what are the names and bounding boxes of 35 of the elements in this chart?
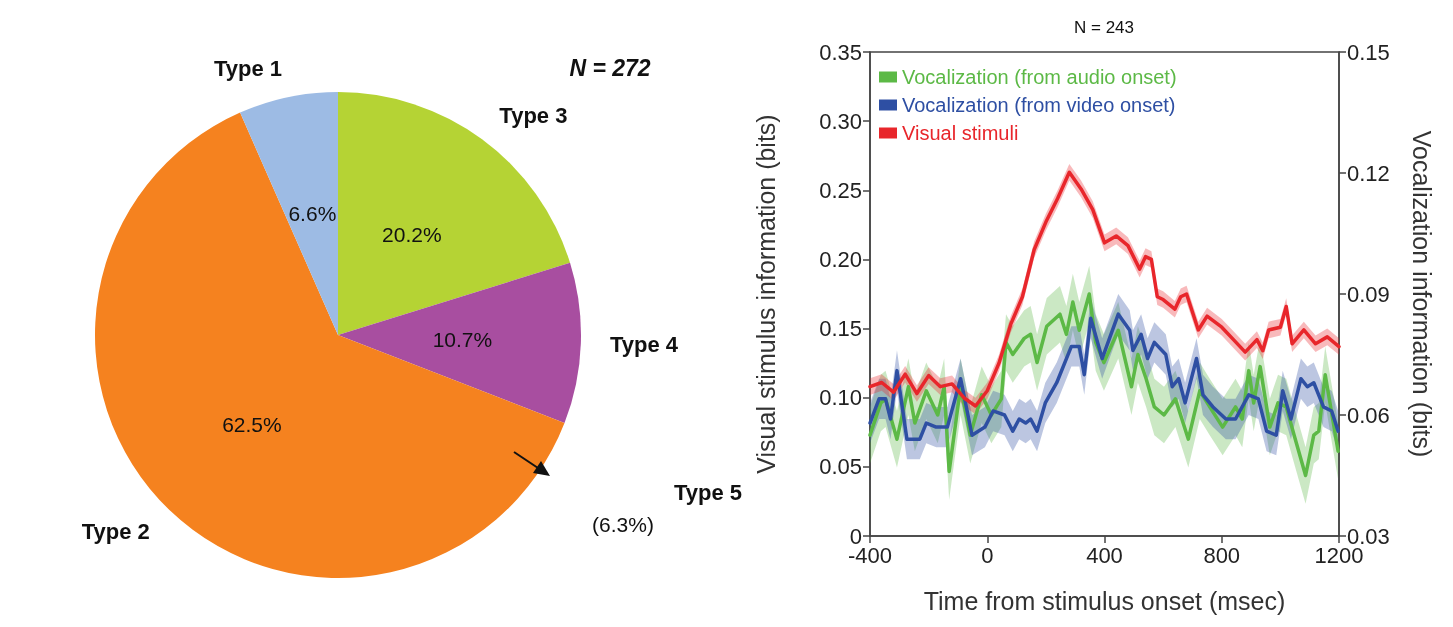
y2-tick-label: 0.03: [1347, 523, 1390, 549]
y2-tick-label: 0.06: [1347, 402, 1390, 428]
y2-tick-label: 0.12: [1347, 160, 1390, 186]
line-series: [868, 312, 1340, 441]
data-label: 62.5%: [222, 413, 282, 437]
y-tick-label: 0.30: [819, 108, 862, 134]
data-label: 20.2%: [382, 223, 442, 247]
legend-label: Vocalization (from video onset): [902, 94, 1176, 116]
slice-label: Type 1: [213, 56, 282, 82]
y-axis-title: Visual stimulus information (bits): [751, 114, 780, 474]
y-tick-label: 0.15: [819, 316, 862, 342]
legend-label: Vocalization (from audio onset): [902, 66, 1177, 88]
x-tick-label: 800: [1203, 542, 1241, 568]
x-axis-title: Time from stimulus onset (msec): [923, 586, 1286, 615]
y2-tick-label: 0.15: [1347, 39, 1390, 65]
y2-axis-title: Vocalization information (bits): [1407, 130, 1436, 458]
slice-label: Type 3: [499, 103, 568, 129]
x-tick-label: 400: [1086, 542, 1123, 568]
y2-tick-label: 0.09: [1347, 281, 1390, 307]
slice-label: Type 4: [610, 331, 679, 357]
y-tick-label: 0.20: [819, 246, 862, 272]
text: N = 272: [569, 55, 651, 81]
data-label: 10.7%: [432, 327, 493, 351]
y-tick-label: 0: [849, 523, 862, 549]
x-tick-label: 0: [981, 542, 994, 568]
y-tick-label: 0.10: [819, 385, 862, 411]
slice-label: Type 2: [81, 519, 150, 545]
text: (6.3%): [592, 512, 654, 536]
y-tick-label: 0.35: [819, 39, 862, 65]
data-label: 6.6%: [288, 201, 337, 225]
chart-title: N = 243: [1073, 18, 1135, 37]
y-tick-label: 0.05: [819, 454, 862, 480]
legend-label: Visual stimuli: [902, 122, 1019, 144]
text: Type 5: [673, 479, 743, 505]
y-tick-label: 0.25: [819, 177, 862, 203]
